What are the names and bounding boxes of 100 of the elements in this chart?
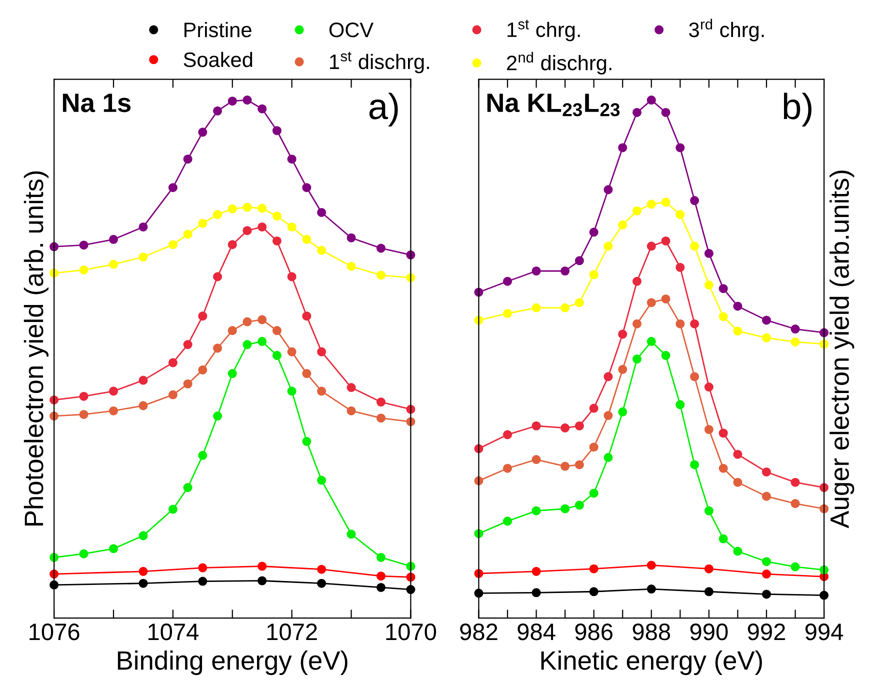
point [198,450,208,460]
point [502,516,512,526]
point [574,460,584,470]
point [762,492,771,501]
legend-label: OCV [329,22,374,38]
point [589,270,598,280]
point [502,430,512,440]
point [138,566,148,576]
legend-label: 1$^{st}$ dischrg. [330,52,429,74]
point [690,242,700,251]
point [718,428,728,438]
point [228,96,237,106]
point [676,319,685,328]
point [618,407,628,416]
point [532,266,541,276]
x-axis-title: Kinetic energy (eV) [541,650,762,676]
legend-label: 1$^{st}$ chrg. [508,20,580,42]
point [228,204,237,214]
point [79,265,88,274]
annotation: a) [369,92,398,126]
point [272,126,282,136]
point [733,450,742,459]
point [718,284,728,294]
point [532,421,541,430]
point [228,369,237,378]
x-axis-title: Binding energy (eV) [118,650,348,676]
point [168,240,178,250]
x-tick-label: 1070 [386,624,436,640]
x-tick-label: 990 [690,624,728,640]
point [790,324,800,334]
point [183,340,192,350]
point [632,354,642,364]
point [762,570,771,579]
point [589,488,598,498]
point [198,128,208,137]
point [287,386,296,396]
point [618,220,628,230]
point [646,560,656,570]
point [317,476,326,485]
point [317,578,326,588]
point [346,262,356,271]
point [317,564,326,574]
point [604,242,613,251]
point [646,200,656,209]
point [762,316,771,325]
point [79,549,88,558]
point [733,326,742,336]
point [258,104,267,114]
point [618,364,628,374]
point [258,222,267,232]
point [183,483,192,492]
point [704,248,714,258]
point [574,298,584,308]
legend-label: 3$^{rd}$ chrg. [689,18,764,42]
point [661,350,670,360]
point [646,584,656,594]
point [272,236,282,246]
point [762,333,771,342]
point [661,294,670,304]
point [138,401,148,410]
point [287,272,296,282]
point [574,256,584,266]
point [790,562,800,572]
point [376,572,386,581]
point [242,226,252,236]
point [704,506,714,516]
point [618,143,628,152]
point [560,462,570,471]
point [632,276,642,286]
point [79,410,88,419]
point [258,336,267,346]
point [213,344,222,353]
point [589,564,598,574]
point [589,442,598,452]
x-tick-label: 992 [748,624,785,640]
point [213,106,222,116]
point [704,587,714,596]
point [168,504,178,514]
point [704,564,714,574]
legend-label: Pristine [184,22,252,38]
point [532,566,541,576]
point [168,390,178,400]
point [604,372,613,382]
legend-label: Soaked [184,52,252,68]
point [242,340,252,350]
point [618,330,628,339]
point [242,96,252,105]
point [302,369,312,378]
point [589,404,598,413]
point [632,108,642,118]
point [604,185,613,194]
point [138,222,148,232]
point [604,411,613,420]
point [632,319,642,328]
point [258,576,267,586]
point [676,262,685,272]
annotation: Na 1s [62,94,131,112]
point [346,530,356,539]
x-tick-label: 986 [575,624,612,640]
point [646,298,656,308]
